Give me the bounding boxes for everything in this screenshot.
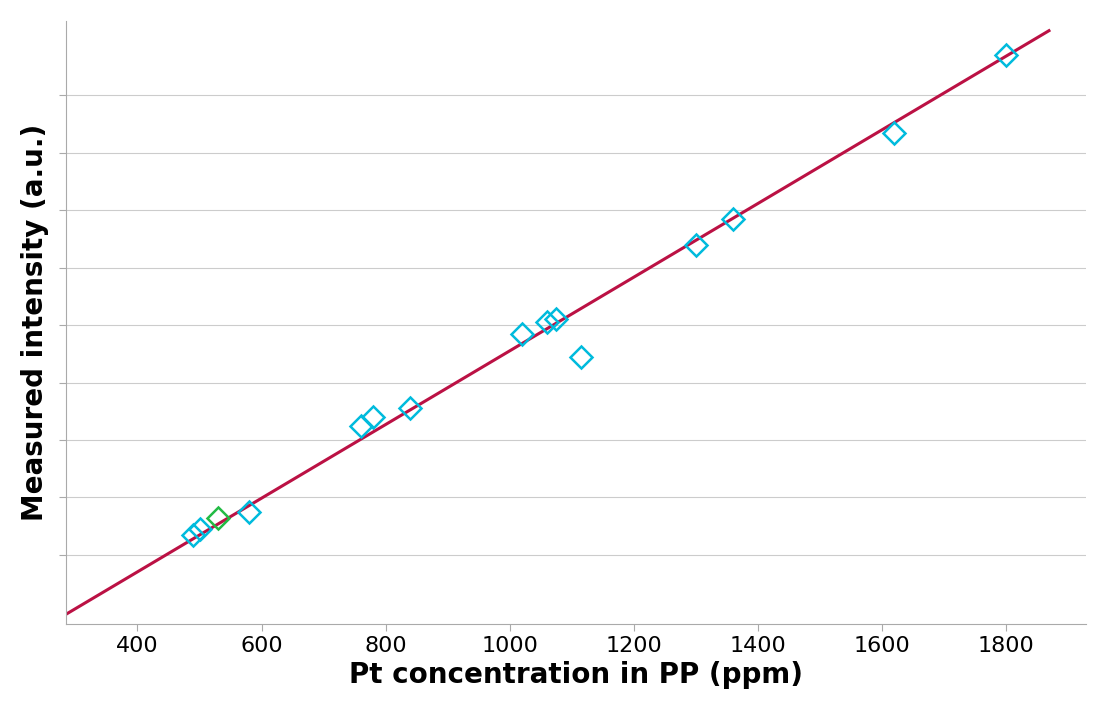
Y-axis label: Measured intensity (a.u.): Measured intensity (a.u.) [21,124,49,521]
X-axis label: Pt concentration in PP (ppm): Pt concentration in PP (ppm) [349,661,804,689]
